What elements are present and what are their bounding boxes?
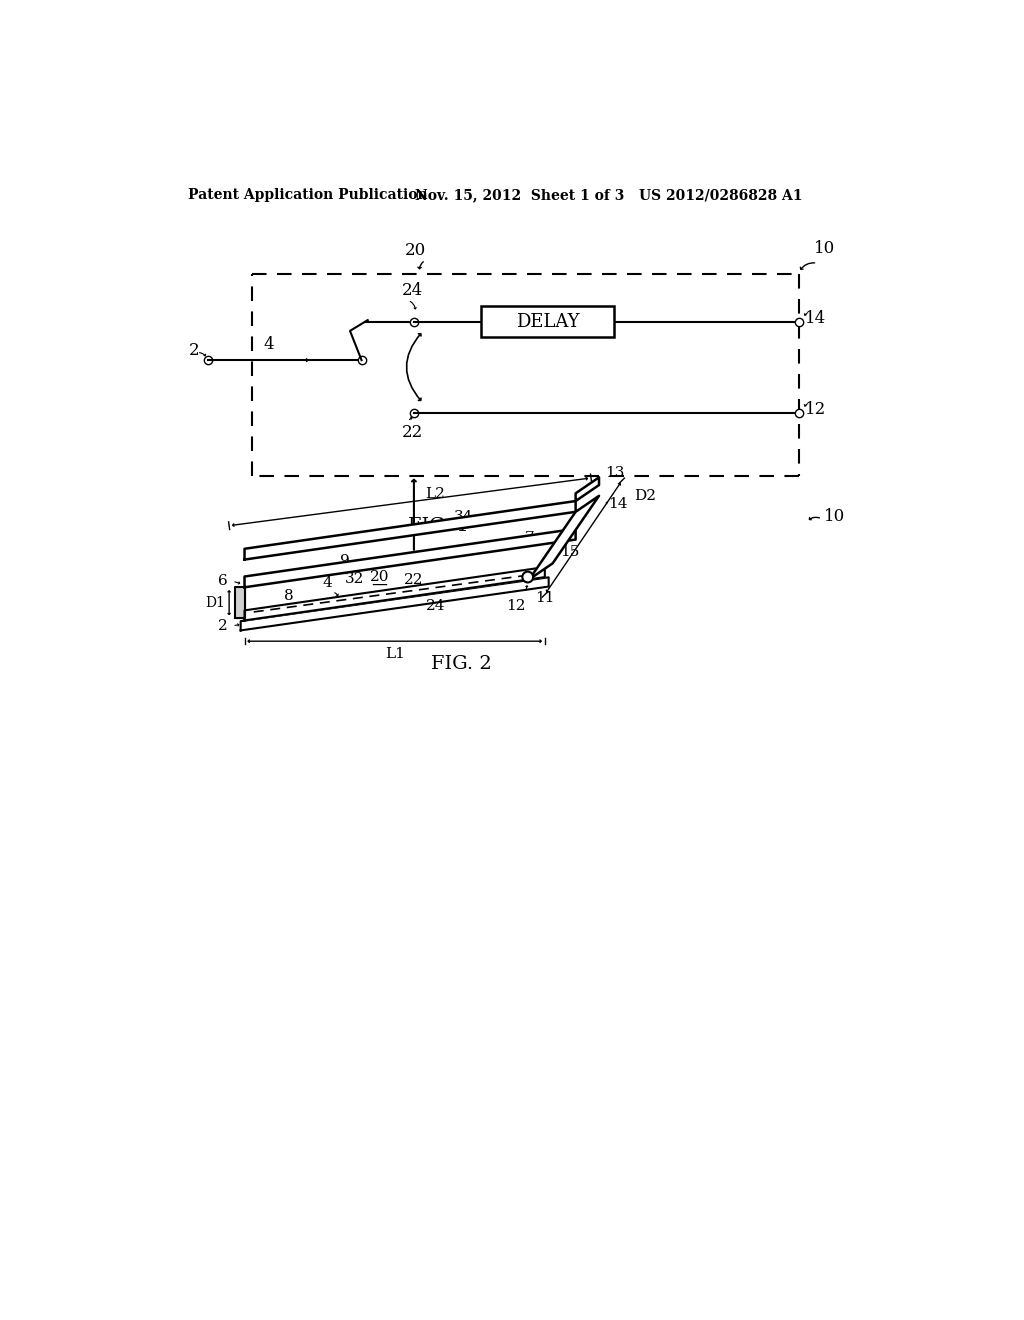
Text: 11: 11 bbox=[535, 591, 554, 605]
Text: US 2012/0286828 A1: US 2012/0286828 A1 bbox=[639, 189, 802, 202]
Polygon shape bbox=[241, 577, 549, 631]
Text: 2: 2 bbox=[189, 342, 200, 359]
Text: D2: D2 bbox=[634, 488, 655, 503]
Polygon shape bbox=[529, 496, 599, 579]
Polygon shape bbox=[245, 502, 575, 560]
Text: FIG. 2: FIG. 2 bbox=[431, 655, 493, 673]
Text: 20: 20 bbox=[404, 242, 426, 259]
Bar bbox=[481, 306, 614, 337]
Text: 12: 12 bbox=[506, 598, 525, 612]
Text: 22: 22 bbox=[401, 424, 423, 441]
Text: D1: D1 bbox=[206, 595, 225, 610]
Polygon shape bbox=[245, 568, 545, 620]
Text: 14: 14 bbox=[608, 496, 628, 511]
Text: 20: 20 bbox=[370, 570, 389, 583]
Polygon shape bbox=[245, 529, 575, 587]
Polygon shape bbox=[234, 587, 245, 618]
Text: 8: 8 bbox=[285, 589, 294, 603]
Circle shape bbox=[522, 572, 534, 582]
Text: DELAY: DELAY bbox=[516, 313, 580, 330]
Text: 4: 4 bbox=[323, 577, 333, 590]
Text: 6: 6 bbox=[218, 574, 227, 589]
Text: 4: 4 bbox=[264, 337, 274, 354]
Text: 32: 32 bbox=[345, 573, 365, 586]
Text: Nov. 15, 2012  Sheet 1 of 3: Nov. 15, 2012 Sheet 1 of 3 bbox=[416, 189, 625, 202]
Text: 10: 10 bbox=[823, 508, 845, 525]
Text: Patent Application Publication: Patent Application Publication bbox=[188, 189, 428, 202]
Text: 13: 13 bbox=[605, 466, 625, 480]
Text: 24: 24 bbox=[426, 598, 445, 612]
Text: L1: L1 bbox=[385, 647, 404, 661]
Text: 24: 24 bbox=[401, 281, 423, 298]
Text: L2: L2 bbox=[425, 487, 445, 502]
Text: 2: 2 bbox=[218, 619, 227, 632]
Text: 22: 22 bbox=[404, 573, 424, 587]
Text: 10: 10 bbox=[814, 240, 836, 257]
Text: 7: 7 bbox=[524, 531, 535, 545]
Text: 12: 12 bbox=[805, 401, 826, 418]
Text: FIG. 1: FIG. 1 bbox=[409, 516, 469, 535]
Text: 14: 14 bbox=[805, 310, 826, 327]
Text: 15: 15 bbox=[560, 545, 580, 558]
Polygon shape bbox=[575, 478, 599, 502]
Text: 9: 9 bbox=[340, 553, 350, 568]
Text: 34: 34 bbox=[454, 510, 473, 524]
